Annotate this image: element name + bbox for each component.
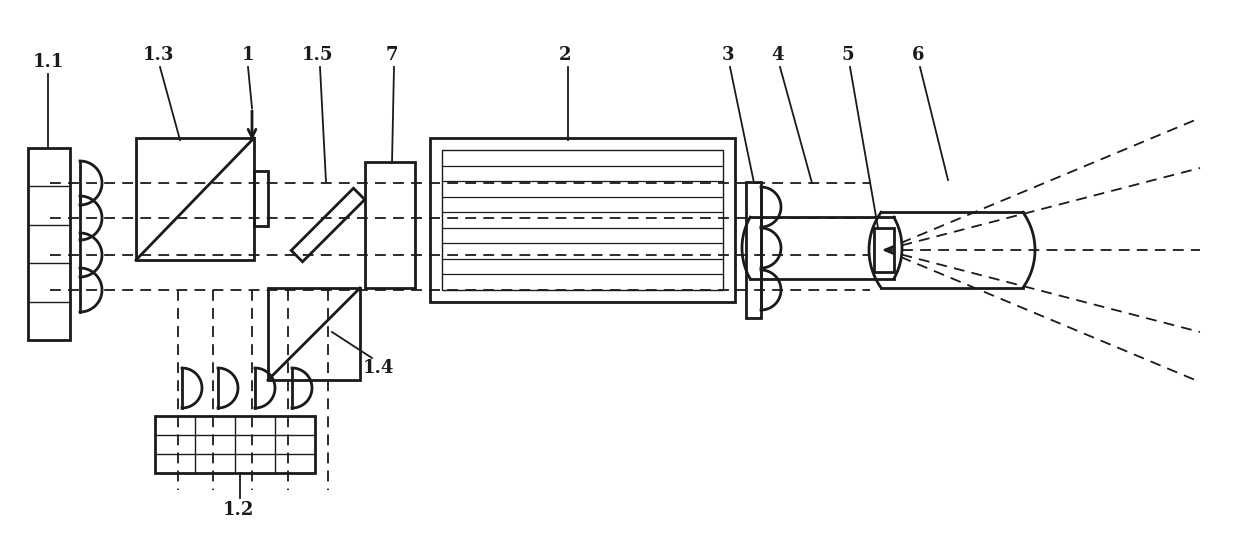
Text: 5: 5 xyxy=(842,46,854,64)
Bar xyxy=(441,150,723,290)
Bar xyxy=(268,288,360,380)
Text: 3: 3 xyxy=(722,46,734,64)
Bar xyxy=(136,138,254,260)
Text: 1.5: 1.5 xyxy=(303,46,334,64)
Text: 4: 4 xyxy=(771,46,784,64)
Bar xyxy=(365,162,415,288)
Bar xyxy=(874,228,894,272)
Text: 1: 1 xyxy=(242,46,254,64)
Text: 1.1: 1.1 xyxy=(32,53,63,71)
Bar xyxy=(29,148,69,340)
Text: 2: 2 xyxy=(559,46,572,64)
Bar xyxy=(155,416,315,473)
Bar xyxy=(746,182,761,318)
Text: 1.3: 1.3 xyxy=(143,46,174,64)
Text: 1.4: 1.4 xyxy=(362,359,393,377)
Text: 1.2: 1.2 xyxy=(222,501,254,519)
Text: 6: 6 xyxy=(911,46,924,64)
Bar xyxy=(430,138,735,302)
Text: 7: 7 xyxy=(386,46,398,64)
Bar xyxy=(254,171,268,226)
